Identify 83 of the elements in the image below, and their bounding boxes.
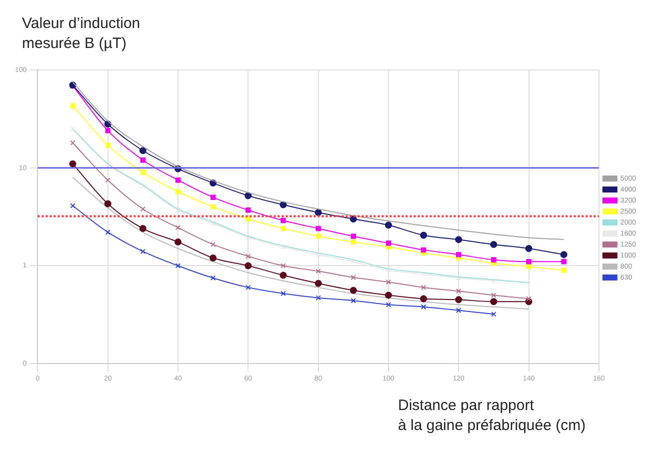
point: [316, 226, 321, 232]
point: [280, 218, 286, 224]
point: [314, 208, 322, 216]
point: [210, 254, 217, 262]
point: [350, 274, 356, 280]
point: [105, 230, 110, 235]
point: [316, 234, 321, 239]
point: [210, 275, 216, 281]
point: [210, 220, 216, 226]
point: [280, 263, 286, 268]
point: [246, 284, 251, 290]
point: [140, 157, 146, 163]
point: [70, 103, 76, 108]
point: [384, 292, 392, 299]
point: [175, 263, 181, 268]
point: [420, 304, 426, 310]
point: [560, 251, 568, 258]
point: [316, 252, 321, 258]
point: [139, 225, 146, 232]
point: [104, 200, 112, 208]
point: [244, 262, 252, 270]
point: [456, 275, 462, 281]
point: [386, 268, 392, 273]
point: [490, 240, 498, 248]
point: [316, 295, 321, 300]
point: [350, 298, 356, 304]
point: [384, 222, 392, 229]
point: [491, 257, 496, 262]
point: [175, 177, 181, 183]
point: [314, 280, 322, 287]
point: [455, 236, 462, 244]
point: [175, 208, 181, 213]
y-axis-title: Valeur d’induction mesurée B (µT): [22, 14, 142, 54]
point: [491, 292, 496, 298]
point: [490, 298, 498, 306]
point: [526, 264, 532, 270]
point: [525, 245, 532, 252]
point: [280, 290, 286, 296]
point: [210, 242, 216, 248]
point: [175, 189, 181, 194]
point: [105, 128, 110, 134]
point: [140, 184, 146, 189]
point: [246, 254, 251, 259]
point: [246, 216, 251, 222]
point: [420, 284, 426, 290]
point: [420, 232, 428, 239]
point: [140, 170, 146, 175]
point: [386, 302, 392, 308]
point: [244, 192, 252, 200]
point: [69, 160, 76, 168]
point: [246, 208, 251, 213]
point: [280, 244, 286, 250]
point: [139, 147, 146, 154]
point: [456, 252, 462, 258]
point: [350, 286, 357, 294]
point: [455, 296, 462, 304]
point: [456, 308, 462, 313]
point: [561, 268, 566, 273]
point: [420, 272, 426, 277]
point: [350, 234, 356, 239]
point: [105, 161, 110, 166]
point: [316, 268, 321, 274]
point: [420, 295, 428, 302]
point: [420, 247, 426, 253]
point: [246, 234, 251, 240]
point: [175, 225, 181, 230]
point: [350, 239, 356, 245]
point: [386, 280, 392, 285]
point: [280, 272, 287, 279]
x-axis-title: Distance par rapport à la gaine préfabriquée (cm): [398, 396, 587, 436]
point: [561, 259, 566, 264]
point: [174, 238, 182, 246]
point: [210, 194, 216, 200]
point: [526, 259, 532, 264]
point: [386, 240, 392, 246]
point: [105, 177, 110, 183]
line-series: [72, 176, 530, 310]
point: [140, 206, 146, 212]
point: [456, 288, 462, 294]
point: [105, 142, 110, 148]
point: [210, 204, 216, 210]
point: [280, 226, 286, 232]
point: [140, 248, 146, 254]
